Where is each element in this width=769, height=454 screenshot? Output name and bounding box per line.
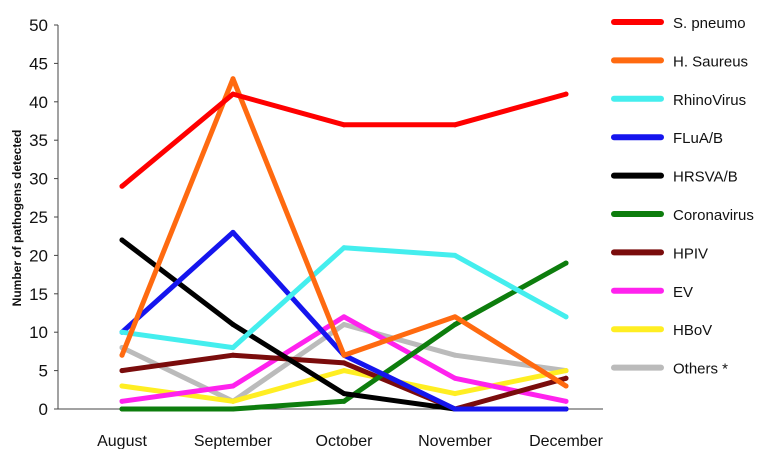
data-point-flua-b [230, 229, 236, 235]
data-point-others [341, 322, 347, 328]
legend-label-flua-b: FLuA/B [673, 130, 723, 147]
data-point-hbov [341, 368, 347, 374]
y-tick-label: 20 [29, 246, 48, 265]
data-point-hrsva-b [341, 391, 347, 397]
data-point-coronavirus [119, 406, 125, 412]
data-point-h-saureus [341, 352, 347, 358]
x-tick-label: October [316, 433, 374, 449]
data-point-hbov [452, 391, 458, 397]
data-point-rhinovirus [563, 314, 569, 320]
x-tick-label: December [529, 433, 603, 449]
data-point-hpiv [341, 360, 347, 366]
y-axis-label: Number of pathogens detected [10, 130, 24, 307]
data-point-hpiv [563, 375, 569, 381]
data-point-ev [452, 375, 458, 381]
data-point-hbov [119, 383, 125, 389]
data-point-coronavirus [341, 398, 347, 404]
data-point-s-pneumo [341, 122, 347, 128]
y-tick-label: 45 [29, 54, 48, 73]
data-point-ev [341, 314, 347, 320]
legend-label-hpiv: HPIV [673, 245, 708, 262]
data-point-rhinovirus [119, 329, 125, 335]
y-tick-label: 35 [29, 131, 48, 150]
y-tick-label: 0 [39, 400, 48, 419]
data-point-flua-b [563, 406, 569, 412]
data-point-rhinovirus [230, 345, 236, 351]
series-line-s-pneumo [119, 91, 569, 189]
legend: S. pneumo H. Saureus RhinoVirus FLuA/B HRSVA… [611, 15, 754, 378]
data-point-coronavirus [452, 322, 458, 328]
y-tick-label: 30 [29, 170, 48, 189]
data-point-hbov [563, 368, 569, 374]
data-point-rhinovirus [452, 252, 458, 258]
data-point-others [452, 352, 458, 358]
data-point-hpiv [230, 352, 236, 358]
x-tick-label: November [418, 433, 492, 449]
data-point-ev [563, 398, 569, 404]
legend-label-rhinovirus: RhinoVirus [673, 92, 746, 109]
legend-label-others: Others * [673, 361, 728, 378]
data-point-h-saureus [230, 76, 236, 82]
legend-label-ev: EV [673, 284, 693, 301]
data-point-flua-b [452, 406, 458, 412]
data-point-s-pneumo [452, 122, 458, 128]
x-tick-label: August [97, 433, 147, 449]
data-point-s-pneumo [119, 183, 125, 189]
data-point-h-saureus [452, 314, 458, 320]
data-point-s-pneumo [230, 91, 236, 97]
x-ticks: August September October November December [97, 433, 603, 450]
y-tick-label: 40 [29, 93, 48, 112]
y-tick-label: 50 [29, 16, 48, 35]
legend-label-h-saureus: H. Saureus [673, 53, 748, 70]
y-tick-label: 15 [29, 285, 48, 304]
data-point-h-saureus [563, 383, 569, 389]
data-point-coronavirus [230, 406, 236, 412]
y-ticks: 0 5 10 15 20 25 30 35 40 45 50 [29, 16, 58, 419]
data-point-hrsva-b [230, 322, 236, 328]
legend-label-hbov: HBoV [673, 322, 712, 339]
legend-label-s-pneumo: S. pneumo [673, 15, 746, 32]
legend-label-coronavirus: Coronavirus [673, 207, 754, 224]
x-tick-label: September [194, 433, 273, 449]
data-point-ev [230, 383, 236, 389]
data-point-coronavirus [563, 260, 569, 266]
series-lines [119, 76, 569, 412]
data-point-hbov [230, 398, 236, 404]
data-point-s-pneumo [563, 91, 569, 97]
data-point-hpiv [119, 368, 125, 374]
y-tick-label: 5 [39, 362, 48, 381]
y-tick-label: 25 [29, 208, 48, 227]
data-point-h-saureus [119, 352, 125, 358]
data-point-hrsva-b [119, 237, 125, 243]
legend-label-hrsva-b: HRSVA/B [673, 169, 738, 186]
data-point-ev [119, 398, 125, 404]
y-tick-label: 10 [29, 323, 48, 342]
data-point-rhinovirus [341, 245, 347, 251]
